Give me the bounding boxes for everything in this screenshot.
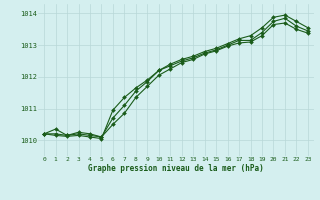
X-axis label: Graphe pression niveau de la mer (hPa): Graphe pression niveau de la mer (hPa)	[88, 164, 264, 173]
